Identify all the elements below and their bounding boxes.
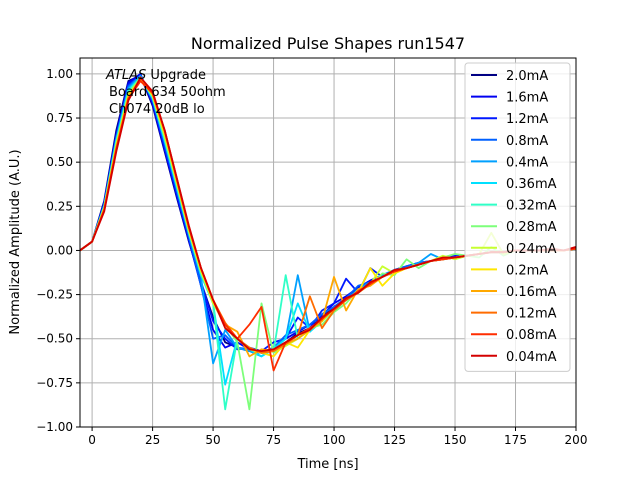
legend-entry: 1.2mA: [471, 112, 548, 127]
x-tick-label: 150: [444, 433, 467, 447]
x-tick-label: 25: [145, 433, 160, 447]
svg-text:ATLAS Upgrade: ATLAS Upgrade: [105, 68, 206, 83]
x-axis-label: Time [ns]: [296, 457, 358, 472]
legend-label: 0.2mA: [506, 263, 548, 278]
x-tick-label: 200: [565, 433, 588, 447]
legend-entry: 0.36mA: [471, 177, 557, 192]
legend-label: 0.28mA: [506, 220, 557, 235]
legend-box: [464, 62, 571, 372]
y-tick-label: 0.50: [46, 155, 73, 169]
y-axis-label: Normalized Amplitude (A.U.): [8, 149, 23, 334]
x-tick-label: 75: [266, 433, 281, 447]
legend-entry: 0.08mA: [471, 328, 557, 343]
legend-label: 0.8mA: [506, 134, 548, 149]
legend-label: 1.6mA: [506, 91, 548, 106]
y-tick-label: 0.00: [46, 243, 73, 257]
legend-label: 0.4mA: [506, 155, 548, 170]
legend-entry: 0.28mA: [471, 220, 557, 235]
axes-frame: [79, 57, 577, 428]
legend-label: 0.32mA: [506, 199, 557, 214]
legend-entry: 0.12mA: [471, 307, 557, 322]
y-tick-label: 0.75: [46, 111, 73, 125]
legend-entry: 0.8mA: [471, 134, 548, 149]
annotation-upgrade: Upgrade: [146, 68, 206, 83]
legend-label: 0.04mA: [506, 350, 557, 365]
annotation: ATLAS Upgrade Board 634 50ohm Ch074 20dB…: [105, 68, 226, 117]
legend-label: 2.0mA: [506, 69, 548, 84]
y-tick-label: −0.25: [36, 288, 73, 302]
legend-entry: 2.0mA: [471, 69, 548, 84]
legend-label: 0.36mA: [506, 177, 557, 192]
legend-entry: 0.2mA: [471, 263, 548, 278]
annotation-atlas: ATLAS: [105, 68, 146, 83]
annotation-channel: Ch074 20dB lo: [109, 102, 205, 117]
y-tick-label: −0.75: [36, 376, 73, 390]
legend-entry: 0.04mA: [471, 350, 557, 365]
ticks: 0 25 50 75 100 125 150 175 200 −1.00 −0.75 −0.50 −0.…: [36, 67, 587, 447]
y-tick-label: 1.00: [46, 67, 73, 81]
x-tick-label: 0: [88, 433, 96, 447]
legend-entry: 0.4mA: [471, 155, 548, 170]
legend-label: 0.24mA: [506, 242, 557, 257]
legend-entry: 0.16mA: [471, 285, 557, 300]
legend-entry: 1.6mA: [471, 91, 548, 106]
legend: 2.0mA 1.6mA 1.2mA 0.8mA 0.4mA 0.36mA 0.32mA 0.2…: [464, 62, 571, 372]
annotation-board: Board 634 50ohm: [109, 85, 226, 100]
legend-label: 0.08mA: [506, 328, 557, 343]
legend-label: 0.12mA: [506, 307, 557, 322]
chart-title: Normalized Pulse Shapes run1547: [191, 34, 465, 53]
x-tick-label: 175: [504, 433, 527, 447]
legend-label: 0.16mA: [506, 285, 557, 300]
legend-label: 1.2mA: [506, 112, 548, 127]
x-tick-label: 50: [205, 433, 220, 447]
legend-entry: 0.32mA: [471, 199, 557, 214]
y-tick-label: −0.50: [36, 332, 73, 346]
legend-entry: 0.24mA: [471, 242, 557, 257]
y-tick-label: −1.00: [36, 420, 73, 434]
x-tick-label: 125: [383, 433, 406, 447]
x-tick-label: 100: [323, 433, 346, 447]
y-tick-label: 0.25: [46, 199, 73, 213]
